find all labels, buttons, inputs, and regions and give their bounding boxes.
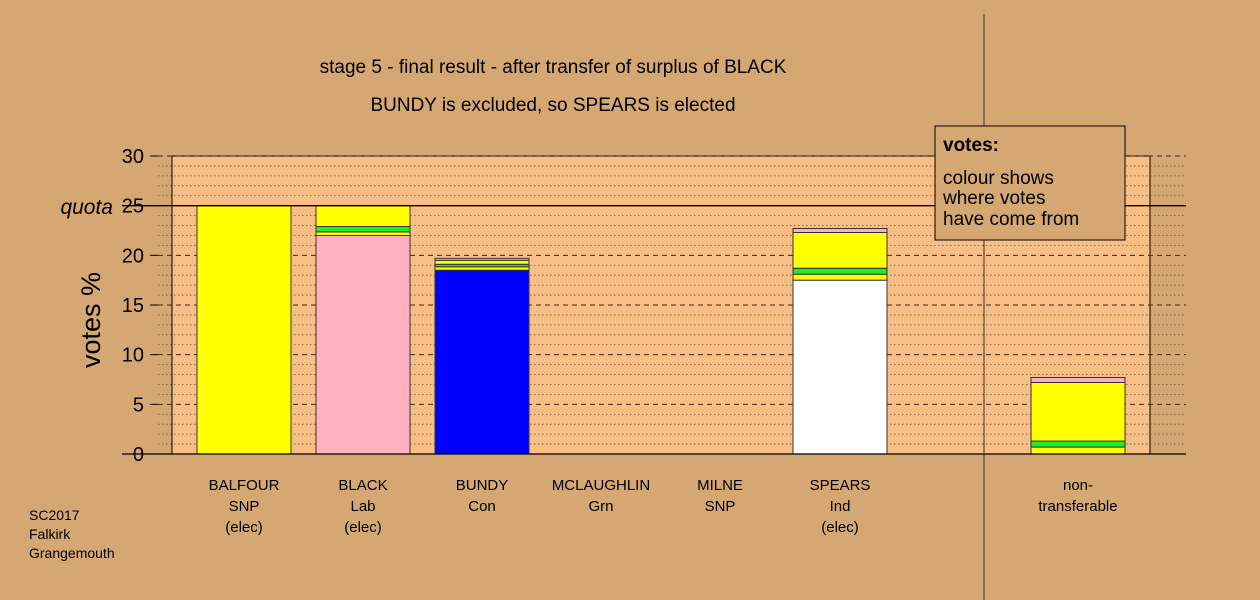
- bar-segment: [792, 267, 888, 275]
- x-tick-label-line: Con: [468, 498, 496, 515]
- x-tick-label-1: BALFOUR SNP (elec): [209, 477, 280, 536]
- bar-segment: [434, 257, 530, 261]
- bar-3: [434, 257, 530, 455]
- bar-segment: [434, 266, 530, 271]
- x-tick-label-line: Ind: [830, 498, 851, 515]
- x-tick-label-line: SPEARS: [810, 477, 871, 494]
- x-tick-label-line: BLACK: [338, 477, 387, 494]
- x-tick-label-line: (elec): [821, 519, 859, 536]
- x-tick-label-line: Grn: [588, 498, 613, 515]
- bar-segment: [792, 273, 888, 281]
- x-tick-label-line: transferable: [1038, 498, 1117, 515]
- x-tick-label-line: Lab: [350, 498, 375, 515]
- bar-segment: [1030, 446, 1126, 455]
- chart-subtitle: BUNDY is excluded, so SPEARS is elected: [370, 95, 735, 116]
- legend: votes: colour shows where votes have com…: [934, 125, 1126, 241]
- y-tick-label: 25: [122, 196, 144, 218]
- x-tick-label-line: MCLAUGHLIN: [552, 477, 650, 494]
- x-tick-label-line: non-: [1063, 477, 1093, 494]
- x-tick-labels: BALFOUR SNP (elec) BLACK Lab (elec) BUNDY Con MC…: [209, 477, 1118, 536]
- y-tick-label: 20: [122, 245, 144, 267]
- x-tick-label-line: MILNE: [697, 477, 743, 494]
- bar-segment: [315, 234, 411, 455]
- x-tick-label-2: BLACK Lab (elec): [338, 477, 387, 536]
- y-tick-label: 0: [133, 444, 144, 466]
- bar-segment: [434, 269, 530, 455]
- legend-heading: votes:: [943, 135, 999, 156]
- bar-segment: [315, 205, 411, 228]
- legend-line-1: colour shows: [943, 168, 1054, 189]
- bar-segment: [196, 205, 292, 455]
- x-tick-label-line: BALFOUR: [209, 477, 280, 494]
- y-tick-label: 15: [122, 295, 144, 317]
- x-tick-label-line: SNP: [229, 498, 260, 515]
- bar-segment: [315, 231, 411, 236]
- x-tick-label-line: (elec): [225, 519, 263, 536]
- legend-box: [934, 125, 1126, 241]
- x-tick-label-6: SPEARS Ind (elec): [810, 477, 871, 536]
- y-tick-label: 30: [122, 146, 144, 168]
- bar-6: [792, 228, 888, 455]
- footer-line-2: Falkirk: [29, 526, 71, 542]
- x-tick-label-line: (elec): [344, 519, 382, 536]
- bars: [196, 205, 1126, 455]
- legend-line-3: have come from: [943, 209, 1079, 230]
- y-ticks: 0 5 10 15 20 25 30: [122, 146, 158, 466]
- bar-segment: [792, 231, 888, 269]
- x-tick-label-7: non-transferable: [1038, 477, 1117, 515]
- footer-line-1: SC2017: [29, 507, 80, 523]
- bar-segment: [1030, 381, 1126, 442]
- footer-line-3: Grangemouth: [29, 545, 115, 561]
- bar-segment: [792, 279, 888, 455]
- bar-7: [1030, 377, 1126, 455]
- bar-segment: [434, 259, 530, 265]
- x-tick-label-5: MILNE SNP: [697, 477, 743, 515]
- chart-title: stage 5 - final result - after transfer …: [320, 57, 787, 78]
- bar-segment: [1030, 440, 1126, 448]
- x-tick-label-line: SNP: [705, 498, 736, 515]
- y-axis-label: votes %: [76, 272, 106, 368]
- quota-label: quota: [60, 196, 113, 219]
- x-tick-label-3: BUNDY Con: [456, 477, 509, 515]
- bar-segment: [315, 226, 411, 233]
- bar-1: [196, 205, 292, 455]
- bar-segment: [1030, 377, 1126, 383]
- legend-line-2: where votes: [942, 188, 1045, 209]
- x-tick-label-4: MCLAUGHLIN Grn: [552, 477, 650, 515]
- x-tick-label-line: BUNDY: [456, 477, 509, 494]
- footer: SC2017 Falkirk Grangemouth: [29, 507, 115, 561]
- y-tick-label: 5: [133, 394, 144, 416]
- y-tick-label: 10: [122, 345, 144, 367]
- bar-2: [315, 205, 411, 455]
- bar-segment: [792, 228, 888, 233]
